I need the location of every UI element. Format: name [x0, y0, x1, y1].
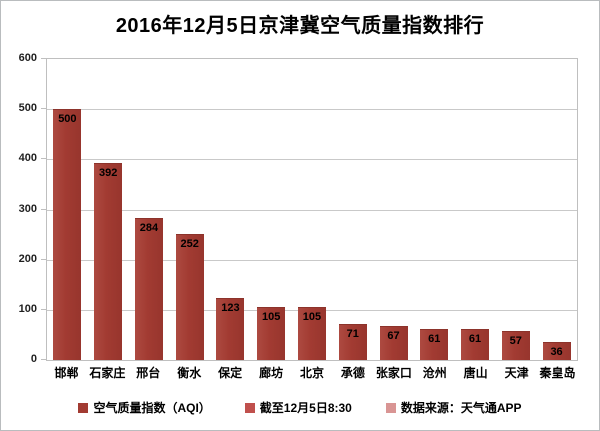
bar-秦皇岛: 36 — [542, 341, 571, 360]
bar-series: 500 392 284 252 123 105 105 71 67 61 61 57 36 — [47, 59, 577, 360]
bar-slot: 392 — [88, 59, 129, 360]
bar-北京: 105 — [297, 307, 326, 360]
category-label: 衡水 — [177, 366, 202, 380]
bar-slot: 61 — [414, 59, 455, 360]
bar-slot: 36 — [536, 59, 577, 360]
y-axis-tick — [41, 58, 46, 59]
bar-value-label: 57 — [509, 335, 522, 348]
category-label: 秦皇岛 — [539, 366, 576, 380]
legend-swatch-icon — [78, 402, 89, 413]
bar-slot: 105 — [292, 59, 333, 360]
bar-value-label: 500 — [58, 113, 77, 126]
bar-value-label: 67 — [387, 330, 400, 343]
bar-slot: 252 — [169, 59, 210, 360]
gridline — [47, 209, 577, 211]
bar-value-label: 36 — [550, 345, 563, 358]
category-label: 承德 — [340, 366, 365, 380]
category-label: 沧州 — [422, 366, 447, 380]
y-tick-label: 300 — [18, 202, 37, 215]
bar-value-label: 252 — [180, 237, 199, 250]
gridline — [47, 109, 577, 111]
bar-value-label: 71 — [346, 328, 359, 341]
category-label: 保定 — [218, 366, 243, 380]
y-axis-tick — [41, 308, 46, 310]
category-label: 邯郸 — [54, 366, 79, 380]
bar-slot: 105 — [251, 59, 292, 360]
plot-area: 500 392 284 252 123 105 105 71 67 61 61 57 36 — [46, 58, 578, 361]
legend-item: 数据来源：天气通APP — [385, 399, 522, 416]
y-tick-label: 100 — [18, 302, 37, 315]
category-label: 廊坊 — [259, 366, 284, 380]
bar-value-label: 61 — [428, 333, 441, 346]
y-axis-tick — [41, 158, 46, 160]
bar-衡水: 252 — [175, 233, 204, 360]
bar-value-label: 123 — [221, 302, 240, 315]
bar-唐山: 61 — [461, 329, 490, 360]
category-label: 天津 — [504, 366, 529, 380]
gridline — [47, 259, 577, 261]
category-label: 邢台 — [136, 366, 161, 380]
legend: 空气质量指数（AQI） 截至12月5日8:30 数据来源：天气通APP — [1, 399, 599, 416]
y-tick-label: 200 — [18, 252, 37, 265]
y-tick-label: 400 — [18, 152, 37, 165]
y-tick-label: 0 — [30, 353, 37, 365]
bar-slot: 61 — [455, 59, 496, 360]
bar-slot: 500 — [47, 59, 88, 360]
bar-slot: 57 — [495, 59, 536, 360]
bar-天津: 57 — [501, 331, 530, 360]
bar-张家口: 67 — [379, 326, 408, 360]
bar-value-label: 105 — [262, 311, 281, 324]
y-axis-tick — [41, 359, 46, 360]
y-axis-tick — [41, 208, 46, 210]
legend-swatch-icon — [385, 402, 396, 413]
bar-廊坊: 105 — [257, 307, 286, 360]
bar-value-label: 392 — [98, 167, 118, 180]
y-tick-label: 500 — [18, 102, 37, 115]
bar-value-label: 105 — [302, 311, 322, 324]
y-axis-tick — [41, 258, 46, 260]
bar-承德: 71 — [338, 324, 367, 360]
category-label: 石家庄 — [89, 366, 126, 380]
legend-swatch-icon — [244, 402, 255, 413]
bar-邯郸: 500 — [53, 109, 82, 360]
category-label: 张家口 — [375, 366, 412, 380]
legend-item: 空气质量指数（AQI） — [78, 399, 211, 416]
bar-slot: 123 — [210, 59, 251, 360]
bar-沧州: 61 — [420, 329, 449, 360]
bar-slot: 71 — [332, 59, 373, 360]
legend-item: 截至12月5日8:30 — [244, 399, 352, 416]
gridline — [47, 159, 577, 161]
bar-slot: 67 — [373, 59, 414, 360]
category-axis: 邯郸 石家庄 邢台 衡水 保定 廊坊 北京 承德 张家口 沧州 唐山 天津 秦皇岛 — [46, 364, 578, 381]
bar-石家庄: 392 — [94, 163, 123, 360]
legend-label: 数据来源：天气通APP — [400, 401, 522, 415]
y-axis-tick — [41, 108, 46, 110]
bar-value-label: 284 — [139, 221, 159, 234]
legend-label: 空气质量指数（AQI） — [93, 401, 211, 415]
category-label: 唐山 — [463, 366, 488, 380]
chart-title: 2016年12月5日京津冀空气质量指数排行 — [115, 15, 485, 37]
y-tick-label: 600 — [18, 52, 37, 64]
bar-slot: 284 — [129, 59, 170, 360]
bar-邢台: 284 — [134, 217, 163, 360]
legend-label: 截至12月5日8:30 — [259, 401, 352, 415]
bar-value-label: 61 — [468, 333, 482, 346]
bar-保定: 123 — [216, 298, 245, 360]
category-label: 北京 — [299, 366, 324, 380]
